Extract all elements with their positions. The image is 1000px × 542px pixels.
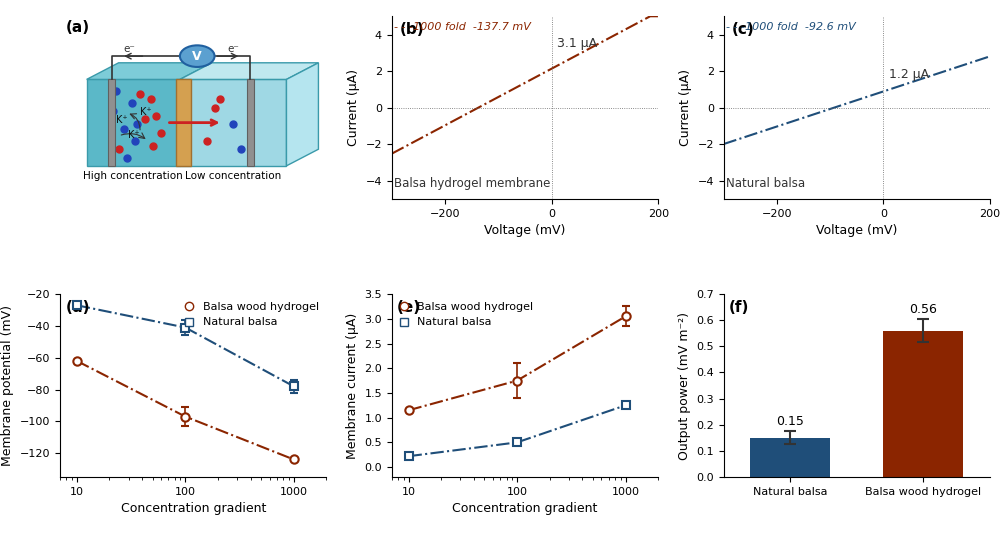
Bar: [750, 438, 830, 477]
Text: (c): (c): [732, 22, 754, 37]
Text: 3.1 μA: 3.1 μA: [557, 37, 597, 50]
Bar: [176, 80, 191, 166]
Text: (a): (a): [65, 20, 89, 35]
Text: e⁻: e⁻: [123, 44, 135, 54]
Text: 0.15: 0.15: [776, 415, 804, 428]
Bar: [883, 331, 963, 477]
Text: (f): (f): [729, 300, 749, 314]
Text: - - -1000 fold  -137.7 mV: - - -1000 fold -137.7 mV: [394, 22, 531, 32]
X-axis label: Voltage (mV): Voltage (mV): [816, 224, 897, 237]
X-axis label: Concentration gradient: Concentration gradient: [121, 502, 266, 515]
Text: 0.56: 0.56: [909, 303, 937, 316]
Polygon shape: [286, 63, 318, 166]
Polygon shape: [87, 80, 180, 166]
Polygon shape: [180, 80, 286, 166]
Text: 1.2 μA: 1.2 μA: [889, 68, 929, 81]
Bar: [247, 80, 254, 166]
X-axis label: Concentration gradient: Concentration gradient: [452, 502, 598, 515]
X-axis label: Voltage (mV): Voltage (mV): [484, 224, 566, 237]
Text: Natural balsa: Natural balsa: [726, 177, 805, 190]
Text: Balsa hydrogel membrane: Balsa hydrogel membrane: [394, 177, 551, 190]
Y-axis label: Membrane potential (mV): Membrane potential (mV): [1, 305, 14, 466]
Text: High concentration: High concentration: [83, 171, 183, 181]
Circle shape: [180, 46, 215, 67]
Bar: [108, 80, 115, 166]
Y-axis label: Membrane current (μA): Membrane current (μA): [346, 312, 359, 459]
Y-axis label: Current (μA): Current (μA): [347, 69, 360, 146]
Polygon shape: [87, 63, 212, 80]
Text: (d): (d): [65, 300, 90, 314]
Text: V: V: [192, 50, 202, 63]
Legend: Balsa wood hydrogel, Natural balsa: Balsa wood hydrogel, Natural balsa: [183, 300, 321, 330]
Text: e⁻: e⁻: [227, 44, 239, 54]
Polygon shape: [180, 63, 318, 80]
Text: Low concentration: Low concentration: [185, 171, 281, 181]
Y-axis label: Current (μA): Current (μA): [679, 69, 692, 146]
Text: - - -1000 fold  -92.6 mV: - - -1000 fold -92.6 mV: [726, 22, 856, 32]
Text: K⁺: K⁺: [140, 107, 152, 117]
Y-axis label: Output power (mV m⁻²): Output power (mV m⁻²): [678, 312, 691, 460]
Text: K⁺: K⁺: [116, 115, 128, 125]
Text: (b): (b): [400, 22, 424, 37]
Text: K⁺: K⁺: [128, 131, 140, 140]
Text: (e): (e): [397, 300, 421, 314]
Legend: Balsa wood hydrogel, Natural balsa: Balsa wood hydrogel, Natural balsa: [397, 300, 536, 330]
